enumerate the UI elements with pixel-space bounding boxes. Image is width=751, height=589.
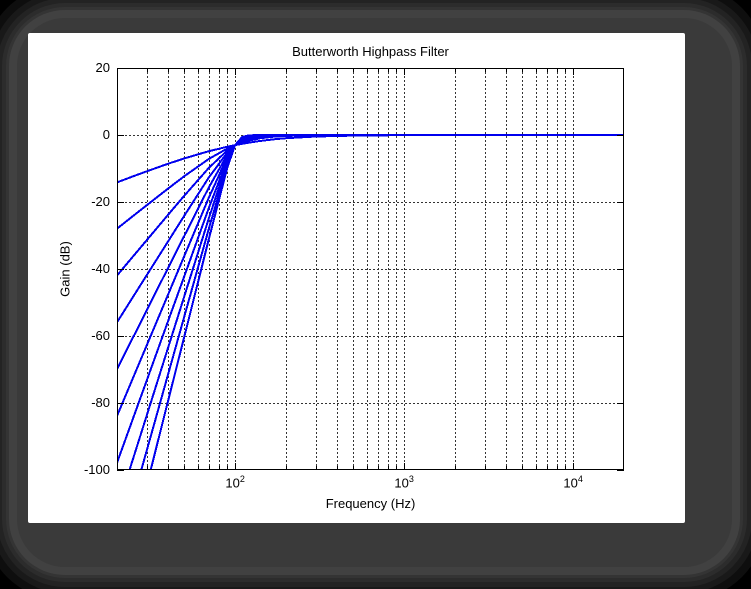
bode-plot xyxy=(117,68,624,471)
window-shadow-frame: Butterworth Highpass Filter Frequency (H… xyxy=(9,10,740,575)
figure-window: Butterworth Highpass Filter Frequency (H… xyxy=(28,33,685,523)
y-tick-label: -20 xyxy=(91,194,110,209)
y-tick-label: -60 xyxy=(91,328,110,343)
y-tick-label: -100 xyxy=(83,462,110,477)
x-tick-label-base: 10 xyxy=(563,475,578,491)
x-tick-label-exponent: 4 xyxy=(577,474,583,484)
x-tick-label-base: 10 xyxy=(225,475,240,491)
y-tick-label: 0 xyxy=(102,127,110,142)
x-tick-label: 103 xyxy=(394,474,414,491)
y-tick-label: -80 xyxy=(91,395,110,410)
curves xyxy=(117,134,624,470)
x-tick-label-base: 10 xyxy=(394,475,409,491)
y-tick-label: -40 xyxy=(91,261,110,276)
tick-marks xyxy=(117,68,624,471)
x-tick-label: 102 xyxy=(225,474,245,491)
curve-order-10 xyxy=(149,134,624,470)
x-tick-label-exponent: 2 xyxy=(239,474,245,484)
chart-title: Butterworth Highpass Filter xyxy=(292,44,449,59)
y-tick-label: 20 xyxy=(95,60,110,75)
x-axis-label: Frequency (Hz) xyxy=(325,496,416,511)
x-tick-label: 104 xyxy=(563,474,583,491)
x-tick-label-exponent: 3 xyxy=(408,474,414,484)
